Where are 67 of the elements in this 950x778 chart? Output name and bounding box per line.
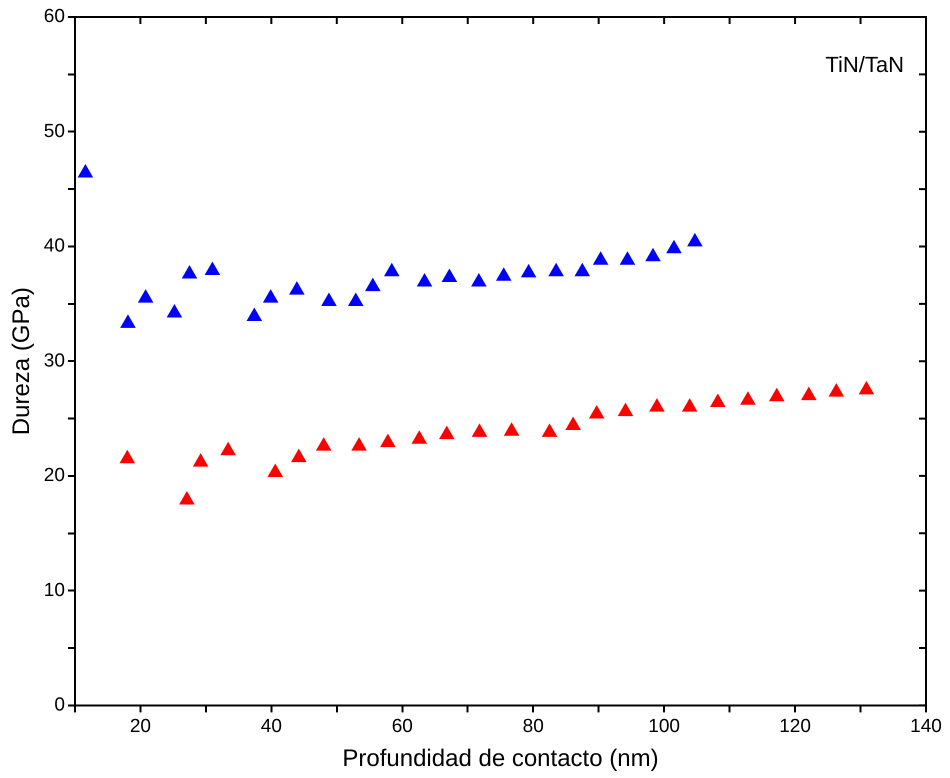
y-tick-label: 30 [44,350,65,372]
point [120,450,136,464]
point [416,273,432,287]
point [666,240,682,254]
point [740,391,756,405]
point [267,463,284,477]
point [289,281,305,295]
point [645,248,661,262]
x-tick-label: 80 [522,716,544,738]
point [246,307,262,321]
x-tick-label: 120 [779,716,811,738]
point [472,423,488,437]
point [138,289,154,303]
point [192,453,208,467]
point [78,164,94,178]
point [542,423,558,437]
point [471,273,487,287]
point [710,394,726,408]
point [620,251,636,265]
point [548,262,564,276]
point [801,386,817,400]
point [504,422,520,436]
point [348,292,364,306]
point [179,491,195,505]
annotation: TiN/TaN [825,52,904,78]
y-tick-label: 0 [54,694,65,716]
point [588,404,604,418]
y-axis-title: Dureza (GPa) [8,287,36,436]
point [321,292,337,306]
y-tick-label: 40 [44,236,65,257]
point [520,264,536,278]
point [442,268,458,282]
x-tick-label: 40 [260,716,282,738]
point [291,448,307,462]
point [592,251,608,265]
y-tick-label: 50 [44,120,65,142]
y-tick-label: 60 [44,6,65,28]
point [316,437,332,451]
y-tick-label: 10 [44,580,65,601]
point [565,416,581,430]
x-tick-label: 100 [648,716,680,738]
point [858,380,874,394]
x-tick-label: 140 [910,716,942,738]
point [182,265,198,279]
point [687,232,703,246]
point [682,398,698,412]
point [618,402,634,416]
point [828,383,844,397]
point [438,426,455,440]
point [384,262,400,276]
point [574,262,590,276]
point [496,267,512,281]
x-tick-label: 60 [392,716,413,738]
point [380,434,396,448]
y-tick-label: 20 [44,465,65,486]
point [365,278,381,292]
point [204,262,220,276]
point [220,442,236,456]
point [166,304,182,318]
point [649,398,665,412]
point [411,430,428,444]
point [351,437,367,451]
point [262,289,278,303]
point [768,388,785,402]
x-tick-label: 20 [130,716,151,738]
x-axis-title: Profundidad de contacto (nm) [342,745,659,772]
point [120,314,136,328]
